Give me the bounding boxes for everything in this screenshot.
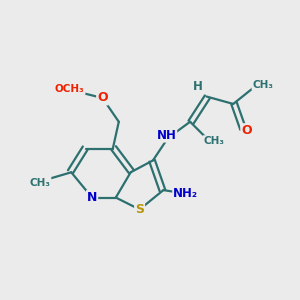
Text: NH: NH <box>156 129 176 142</box>
Text: O: O <box>97 92 108 104</box>
Text: N: N <box>87 191 97 204</box>
Text: O: O <box>241 124 252 137</box>
Text: CH₃: CH₃ <box>203 136 224 146</box>
Text: NH₂: NH₂ <box>173 187 198 200</box>
Text: S: S <box>135 203 144 216</box>
Text: CH₃: CH₃ <box>29 178 50 188</box>
Text: OCH₃: OCH₃ <box>55 84 85 94</box>
Text: CH₃: CH₃ <box>252 80 273 90</box>
Text: H: H <box>193 80 202 93</box>
